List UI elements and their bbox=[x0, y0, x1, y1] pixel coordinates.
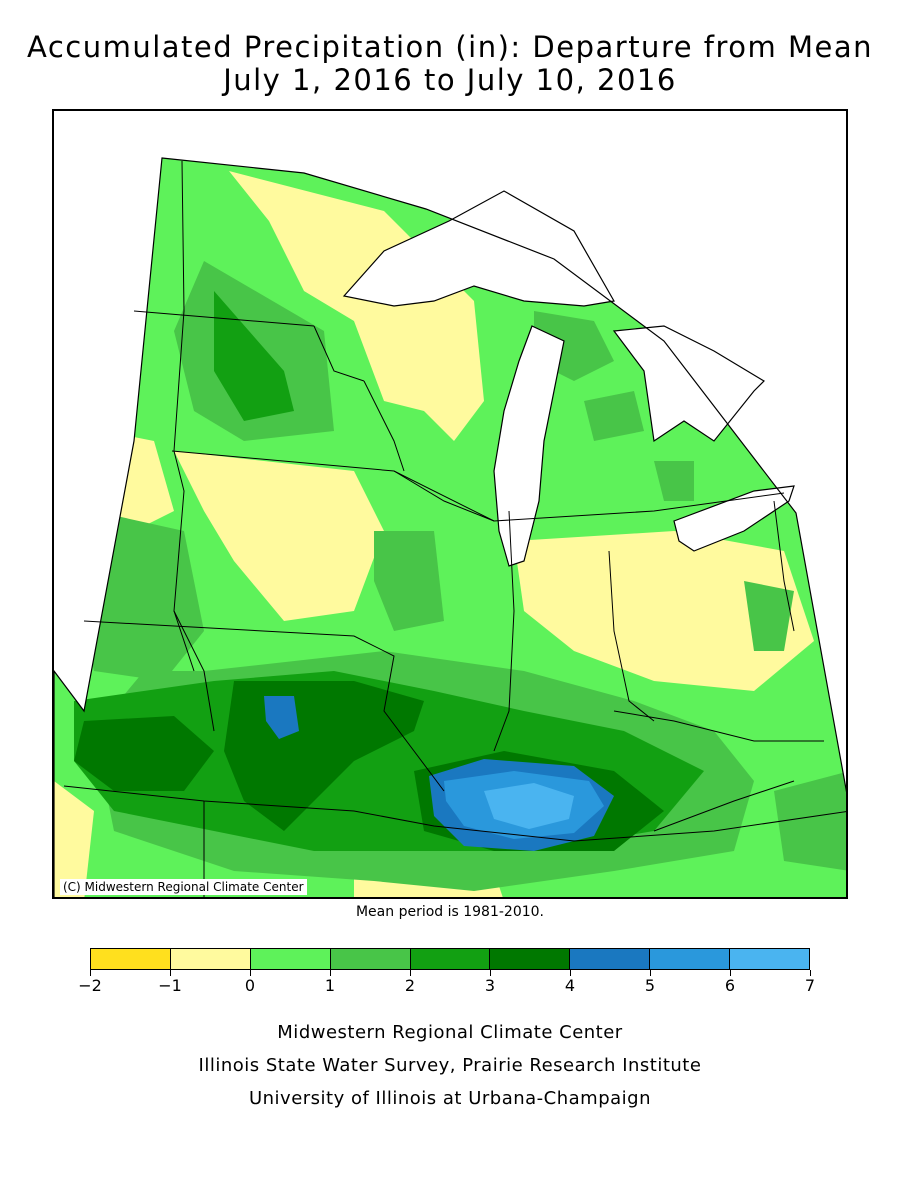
map-domain-outline bbox=[54, 157, 846, 897]
legend-tick-mark bbox=[170, 970, 171, 976]
legend-tick-label: 3 bbox=[484, 976, 496, 995]
legend-tick-mark bbox=[490, 970, 491, 976]
legend-tick-label: 0 bbox=[244, 976, 256, 995]
lake-erie bbox=[673, 485, 795, 552]
map-title: Accumulated Precipitation (in): Departur… bbox=[26, 30, 874, 64]
great-lakes bbox=[342, 190, 795, 567]
legend-tick-mark bbox=[730, 970, 731, 976]
legend-tick-label: 6 bbox=[724, 976, 736, 995]
map-canvas bbox=[54, 157, 846, 897]
legend-swatch bbox=[250, 949, 331, 969]
legend-swatch bbox=[650, 949, 731, 969]
legend-tick-label: −1 bbox=[158, 976, 182, 995]
legend-swatch bbox=[91, 949, 171, 969]
legend-tick-mark bbox=[810, 970, 811, 976]
legend-tick-mark bbox=[330, 970, 331, 976]
legend-swatch bbox=[730, 949, 810, 969]
legend-tick-label: 1 bbox=[324, 976, 336, 995]
state-boundaries bbox=[63, 160, 846, 897]
legend-ticks bbox=[90, 970, 811, 978]
legend-colorbar bbox=[90, 948, 810, 970]
legend-tick-label: 2 bbox=[404, 976, 416, 995]
mean-period-note: Mean period is 1981-2010. bbox=[355, 904, 545, 920]
legend-tick-mark bbox=[90, 970, 91, 976]
lake-michigan bbox=[493, 325, 565, 567]
map-date-range: July 1, 2016 to July 10, 2016 bbox=[223, 63, 677, 97]
legend-tick-mark bbox=[570, 970, 571, 976]
credit-mrcc: Midwestern Regional Climate Center bbox=[277, 1022, 623, 1043]
band-neg1-to-0 bbox=[54, 171, 814, 897]
copyright-label: (C) Midwestern Regional Climate Center bbox=[60, 879, 307, 895]
legend-swatch bbox=[570, 949, 651, 969]
legend-tick-mark bbox=[250, 970, 251, 976]
legend-tick-label: −2 bbox=[78, 976, 102, 995]
legend-tick-label: 5 bbox=[644, 976, 656, 995]
legend-tick-mark bbox=[650, 970, 651, 976]
legend-swatch bbox=[170, 949, 251, 969]
credit-isws: Illinois State Water Survey, Prairie Res… bbox=[198, 1055, 702, 1076]
lake-superior bbox=[342, 190, 615, 307]
legend-tick-label: 7 bbox=[804, 976, 816, 995]
legend-swatch bbox=[490, 949, 571, 969]
lake-huron bbox=[612, 325, 765, 443]
legend-swatch bbox=[410, 949, 491, 969]
precipitation-map: (C) Midwestern Regional Climate Center bbox=[52, 109, 848, 899]
credit-uiuc: University of Illinois at Urbana-Champai… bbox=[248, 1088, 652, 1109]
legend-tick-mark bbox=[410, 970, 411, 976]
band-4-to-5-small bbox=[264, 696, 299, 739]
legend-tick-label: 4 bbox=[564, 976, 576, 995]
band-6-to-7 bbox=[484, 783, 574, 829]
legend-swatch bbox=[330, 949, 411, 969]
